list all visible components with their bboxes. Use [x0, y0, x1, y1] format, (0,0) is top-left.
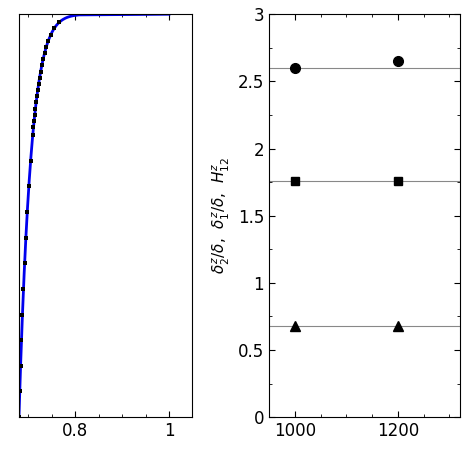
Point	[16, 388, 24, 395]
Point	[32, 105, 39, 112]
Point	[30, 123, 37, 131]
Point	[47, 31, 55, 38]
Point	[24, 208, 31, 216]
Point	[45, 37, 52, 45]
Point	[35, 80, 42, 88]
Point	[38, 62, 46, 69]
Point	[31, 111, 38, 118]
Y-axis label: $\delta_2^z/\delta$,  $\delta_1^z/\delta$,  $H_{12}^z$: $\delta_2^z/\delta$, $\delta_1^z/\delta$…	[211, 157, 232, 274]
Point	[43, 43, 50, 51]
Point	[37, 68, 45, 75]
Point	[30, 117, 38, 125]
Point	[41, 49, 48, 57]
Point	[33, 92, 41, 100]
Point	[36, 74, 43, 82]
Point	[32, 99, 40, 106]
Point	[21, 259, 28, 267]
Point	[39, 55, 47, 63]
Point	[25, 182, 33, 190]
Point	[18, 311, 26, 319]
Point	[17, 362, 24, 370]
Point	[55, 18, 63, 26]
Point	[22, 234, 30, 241]
Point	[34, 86, 42, 94]
Point	[27, 157, 35, 164]
Point	[18, 337, 25, 344]
Point	[15, 413, 23, 421]
Point	[29, 131, 36, 139]
Point	[20, 285, 27, 293]
Point	[50, 25, 58, 32]
